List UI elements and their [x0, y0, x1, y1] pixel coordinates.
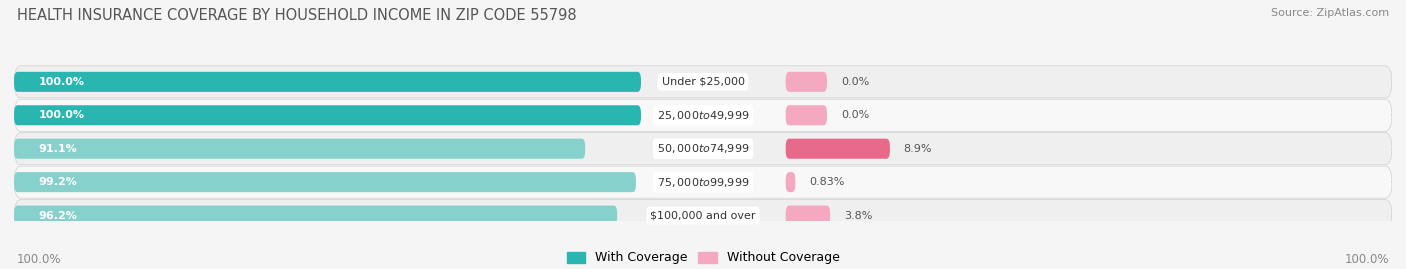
Text: 8.9%: 8.9% — [904, 144, 932, 154]
Text: 0.0%: 0.0% — [841, 77, 869, 87]
FancyBboxPatch shape — [786, 139, 890, 159]
FancyBboxPatch shape — [14, 200, 1392, 232]
Text: 0.0%: 0.0% — [841, 110, 869, 120]
FancyBboxPatch shape — [786, 172, 796, 192]
Legend: With Coverage, Without Coverage: With Coverage, Without Coverage — [561, 246, 845, 269]
Text: Source: ZipAtlas.com: Source: ZipAtlas.com — [1271, 8, 1389, 18]
Text: 96.2%: 96.2% — [39, 211, 77, 221]
FancyBboxPatch shape — [14, 66, 1392, 98]
Text: HEALTH INSURANCE COVERAGE BY HOUSEHOLD INCOME IN ZIP CODE 55798: HEALTH INSURANCE COVERAGE BY HOUSEHOLD I… — [17, 8, 576, 23]
FancyBboxPatch shape — [14, 105, 641, 125]
FancyBboxPatch shape — [14, 72, 641, 92]
FancyBboxPatch shape — [786, 72, 827, 92]
FancyBboxPatch shape — [786, 105, 827, 125]
Text: 0.83%: 0.83% — [810, 177, 845, 187]
Text: $100,000 and over: $100,000 and over — [650, 211, 756, 221]
Text: 100.0%: 100.0% — [1344, 253, 1389, 266]
Text: 100.0%: 100.0% — [17, 253, 62, 266]
Text: Under $25,000: Under $25,000 — [661, 77, 745, 87]
FancyBboxPatch shape — [14, 206, 617, 226]
FancyBboxPatch shape — [786, 206, 830, 226]
Text: 99.2%: 99.2% — [39, 177, 77, 187]
Text: 3.8%: 3.8% — [844, 211, 872, 221]
FancyBboxPatch shape — [14, 99, 1392, 131]
Text: $25,000 to $49,999: $25,000 to $49,999 — [657, 109, 749, 122]
FancyBboxPatch shape — [14, 172, 636, 192]
FancyBboxPatch shape — [14, 166, 1392, 198]
Text: 100.0%: 100.0% — [39, 77, 84, 87]
Text: 100.0%: 100.0% — [39, 110, 84, 120]
Text: $50,000 to $74,999: $50,000 to $74,999 — [657, 142, 749, 155]
Text: $75,000 to $99,999: $75,000 to $99,999 — [657, 176, 749, 189]
FancyBboxPatch shape — [14, 133, 1392, 165]
Text: 91.1%: 91.1% — [39, 144, 77, 154]
FancyBboxPatch shape — [14, 139, 585, 159]
